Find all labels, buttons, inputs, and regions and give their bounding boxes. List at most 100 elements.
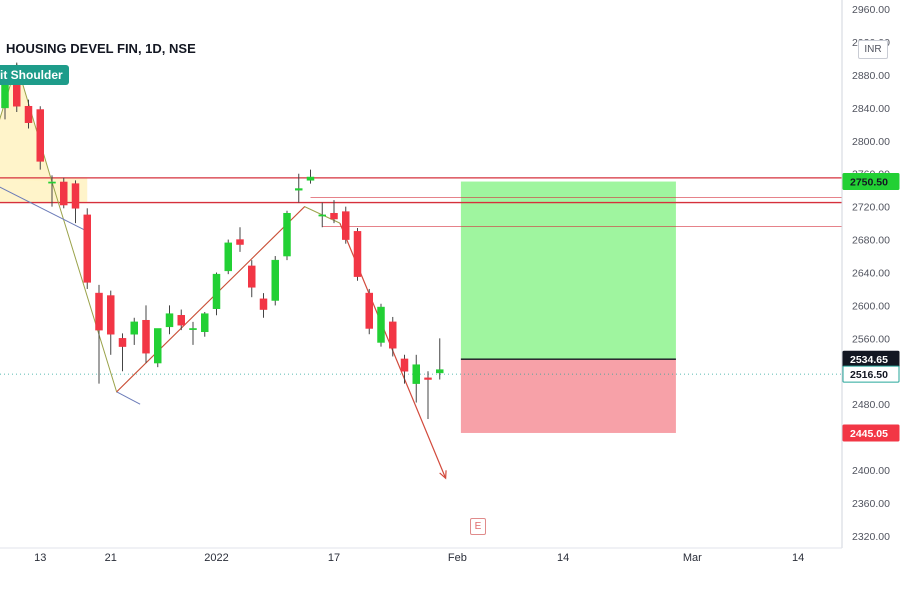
y-tick-label: 2800.00 [852, 136, 890, 148]
candle-body [365, 292, 373, 329]
candle [389, 316, 397, 357]
price-badge: 2750.50 [842, 173, 900, 191]
candle-body [248, 265, 256, 288]
candle [142, 305, 150, 364]
y-tick-label: 2480.00 [852, 399, 890, 411]
shoulder-line [0, 186, 88, 232]
candle-body [36, 109, 44, 162]
candle [95, 284, 103, 384]
candle [130, 317, 138, 345]
candle-body [412, 364, 420, 384]
candle-body [95, 292, 103, 331]
candle [36, 106, 44, 170]
price-badge-label: 2445.05 [850, 428, 888, 440]
candle-body [1, 82, 9, 109]
candle [107, 290, 115, 355]
candle-body [283, 212, 291, 257]
x-tick-label: Mar [683, 552, 702, 564]
y-tick-label: 2360.00 [852, 498, 890, 510]
candle-body [400, 358, 409, 372]
candle [248, 260, 256, 298]
time-axis: 13 21 2022 17 Feb 14 Mar 14 [0, 547, 842, 564]
projection-arrow-head [439, 470, 447, 480]
x-tick-label: Feb [448, 552, 467, 564]
candle [236, 227, 244, 252]
candle-body [142, 319, 150, 354]
candle-body [212, 273, 221, 309]
candle-body [236, 239, 244, 245]
currency-label[interactable]: INR [858, 40, 888, 59]
candle [377, 303, 385, 347]
candle [71, 180, 80, 224]
candle-body [295, 188, 303, 191]
candle [165, 305, 174, 335]
candle-body [201, 313, 209, 333]
candle [212, 272, 221, 316]
candle-body [189, 328, 197, 330]
candle-body [83, 214, 91, 283]
candle [295, 173, 303, 203]
candle-body [24, 105, 33, 123]
candle-body [330, 212, 338, 220]
y-tick-label: 2560.00 [852, 333, 890, 345]
x-tick-label: 14 [557, 552, 569, 564]
y-tick-label: 2400.00 [852, 465, 890, 477]
candle [400, 354, 409, 384]
candle [318, 202, 326, 228]
candle-body [353, 231, 362, 277]
price-badge: 2534.65 [842, 350, 900, 368]
candle-body [130, 321, 138, 335]
candle-body [177, 315, 185, 326]
candle [154, 328, 162, 368]
price-badge-box [842, 424, 900, 442]
stop-loss-zone [460, 359, 676, 433]
price-badge: 2445.05 [842, 424, 900, 442]
candle-body [306, 176, 315, 181]
candle-body [342, 211, 350, 240]
y-tick-label: 2880.00 [852, 70, 890, 82]
y-tick-label: 2640.00 [852, 268, 890, 280]
candle-body [224, 242, 232, 272]
x-tick-label: 21 [105, 552, 117, 564]
earnings-marker-icon[interactable]: E [470, 518, 486, 535]
candle [365, 288, 373, 335]
candle-body [71, 183, 80, 209]
y-tick-label: 2320.00 [852, 531, 890, 543]
price-badge: 2516.50 [842, 365, 900, 383]
candle [424, 371, 432, 420]
candle [283, 210, 291, 261]
candle [412, 354, 420, 403]
chart-title: HOUSING DEVEL FIN, 1D, NSE [6, 41, 196, 56]
y-tick-label: 2840.00 [852, 103, 890, 115]
x-tick-label: 13 [34, 552, 46, 564]
candle-body [48, 181, 56, 184]
price-badge-label: 2516.50 [850, 369, 888, 381]
candle-body [377, 306, 385, 343]
candle-body [436, 369, 444, 374]
y-tick-label: 2720.00 [852, 202, 890, 214]
candle [330, 200, 338, 224]
plot-area [0, 62, 842, 480]
price-badge-label: 2750.50 [850, 177, 888, 189]
candle-body [60, 181, 68, 206]
x-tick-label: 2022 [204, 552, 228, 564]
candle [353, 228, 362, 281]
candle-body [259, 298, 268, 310]
candle [83, 208, 91, 289]
candle-body [13, 84, 21, 107]
candle [436, 338, 444, 380]
x-tick-label: 17 [328, 552, 340, 564]
profit-target-zone [460, 181, 676, 360]
pattern-label[interactable]: it Shoulder [0, 65, 69, 85]
candle [189, 321, 197, 345]
candle [224, 239, 232, 275]
price-badge-label: 2534.65 [850, 354, 888, 366]
candle-body [107, 295, 115, 335]
candle-body [389, 321, 397, 349]
y-tick-label: 2680.00 [852, 235, 890, 247]
candle [201, 312, 209, 337]
head-trend-line [116, 206, 305, 393]
candle [118, 333, 127, 372]
candle [306, 169, 315, 184]
